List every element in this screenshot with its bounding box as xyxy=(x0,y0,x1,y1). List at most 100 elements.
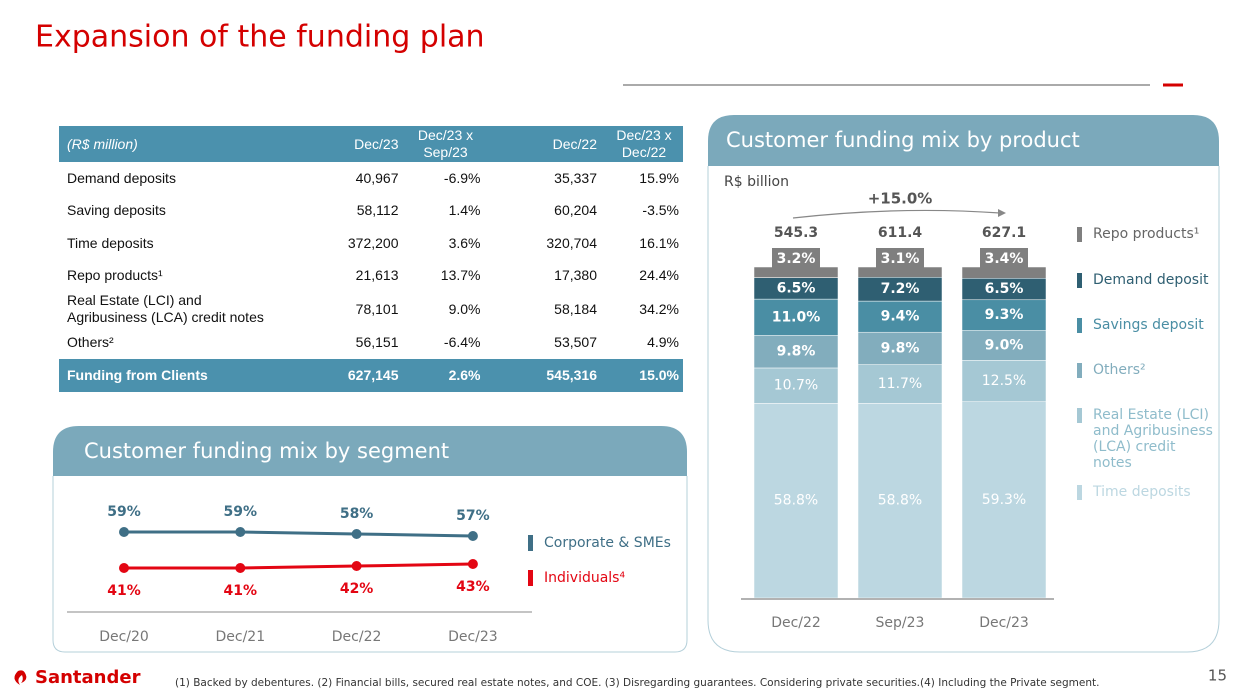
bar-segment xyxy=(961,330,1047,361)
bar-segment xyxy=(857,364,943,404)
table-cell: 34.2% xyxy=(639,300,679,317)
legend-item: Others² xyxy=(1077,362,1217,378)
point xyxy=(235,563,246,573)
legend-swatch xyxy=(528,570,533,586)
data-label: 9.3% xyxy=(985,307,1024,323)
data-label: 9.8% xyxy=(777,344,816,360)
legend-swatch xyxy=(1077,227,1082,242)
legend-item: Savings deposit xyxy=(1077,317,1217,333)
total-label: 627.1 xyxy=(982,225,1026,241)
x-tick-label: Dec/23 xyxy=(979,615,1029,631)
data-label: 41% xyxy=(107,583,141,599)
legend-item: Time deposits xyxy=(1077,484,1217,500)
table-cell: 16.1% xyxy=(639,234,679,251)
data-label: 42% xyxy=(340,581,374,597)
total-cell: 627,145 xyxy=(286,358,403,392)
total-cell: Funding from Clients xyxy=(59,358,286,392)
label-box xyxy=(980,248,1028,270)
table-cell: Real Estate (LCI) and Agribusiness (LCA)… xyxy=(67,292,264,325)
legend-label: Savings deposit xyxy=(1093,317,1204,333)
line xyxy=(124,562,473,570)
x-tick-label: Dec/20 xyxy=(99,629,149,645)
bar-segment xyxy=(753,367,839,404)
point xyxy=(119,563,129,573)
table-cell: 1.4% xyxy=(448,202,481,219)
table-cell: 21,613 xyxy=(355,267,399,284)
table-row: Real Estate (LCI) and Agribusiness (LCA)… xyxy=(59,292,683,326)
annotation: +15.0% xyxy=(868,190,933,208)
table-cell: -6.9% xyxy=(443,169,481,186)
logo-icon xyxy=(14,670,27,685)
table-cell: 58,112 xyxy=(356,202,399,219)
table-row: Demand deposits 40,967 -6.9% 35,337 15.9% xyxy=(59,162,683,195)
data-label: 41% xyxy=(224,583,258,599)
point xyxy=(119,527,129,537)
legend-swatch xyxy=(528,535,533,551)
table-cell: Saving deposits xyxy=(67,202,166,219)
header-cell: (R$ million) xyxy=(59,126,286,162)
table-cell: -6.4% xyxy=(443,333,481,350)
chart-subtitle: R$ billion xyxy=(724,174,789,190)
data-label: 58% xyxy=(340,506,374,522)
header-cell: Dec/23 x Dec/22 xyxy=(601,126,683,162)
bar-segment xyxy=(857,403,943,599)
data-label: 59% xyxy=(107,504,141,520)
legend-item: Repo products¹ xyxy=(1077,226,1217,242)
table-cell: 58,184 xyxy=(554,300,597,317)
panel-border xyxy=(52,476,688,653)
header-cell: Dec/23 x Sep/23 xyxy=(402,126,485,162)
data-label: 43% xyxy=(456,579,490,595)
table-cell: 17,380 xyxy=(554,267,597,284)
annotation-arrow xyxy=(792,209,1001,219)
legend-label: Corporate & SMEs xyxy=(544,535,671,551)
total-cell: 545,316 xyxy=(484,358,601,392)
x-tick-label: Dec/21 xyxy=(215,629,265,645)
total-cell: 15.0% xyxy=(601,358,683,392)
table-cell: 15.9% xyxy=(639,169,679,186)
table-cell: 35,337 xyxy=(554,169,597,186)
legend-swatch xyxy=(1077,485,1082,500)
table-cell: 3.6% xyxy=(448,234,481,251)
bar-segment xyxy=(857,300,943,333)
data-label: 3.4% xyxy=(985,251,1024,267)
header-cell: Dec/23 xyxy=(286,126,403,162)
table-cell: 40,967 xyxy=(355,169,399,186)
point xyxy=(235,527,246,537)
table-cell: 320,704 xyxy=(546,234,597,251)
table-cell: 4.9% xyxy=(647,333,679,350)
table-cell: Repo products¹ xyxy=(67,267,163,284)
total-cell: 2.6% xyxy=(402,358,485,392)
panel-header xyxy=(53,426,687,476)
legend-label: Individuals⁴ xyxy=(544,570,625,586)
table-cell: 13.7% xyxy=(440,267,481,284)
table-row: Others² 56,151 -6.4% 53,507 4.9% xyxy=(59,326,683,359)
data-label: 12.5% xyxy=(982,373,1026,389)
point xyxy=(351,561,362,571)
total-label: 545.3 xyxy=(774,225,818,241)
data-label: 7.2% xyxy=(881,281,920,297)
table-cell: Demand deposits xyxy=(67,169,176,186)
data-label: 58.8% xyxy=(774,493,818,509)
table-cell: 78,101 xyxy=(355,300,399,317)
total-label: 611.4 xyxy=(878,225,923,241)
legend-item: Demand deposit xyxy=(1077,272,1217,288)
legend-label: Repo products¹ xyxy=(1093,226,1200,242)
data-label: 9.0% xyxy=(985,337,1024,353)
x-tick-label: Sep/23 xyxy=(876,615,925,631)
data-label: 9.4% xyxy=(881,309,920,325)
legend-item: Real Estate (LCI) and Agribusiness (LCA)… xyxy=(1077,407,1217,471)
panel-border xyxy=(707,166,1220,653)
table-row: Saving deposits 58,112 1.4% 60,204 -3.5% xyxy=(59,195,683,228)
slide-title: Expansion of the funding plan xyxy=(35,20,485,55)
point xyxy=(467,531,478,541)
table-cell: 24.4% xyxy=(639,267,679,284)
logo: Santander xyxy=(35,667,141,688)
label-box xyxy=(772,248,820,270)
table-cell: Others² xyxy=(67,333,114,350)
x-tick-label: Dec/22 xyxy=(771,615,821,631)
table-cell: 53,507 xyxy=(554,333,597,350)
legend-swatch xyxy=(1077,318,1082,333)
table-cell: 60,204 xyxy=(554,202,597,219)
